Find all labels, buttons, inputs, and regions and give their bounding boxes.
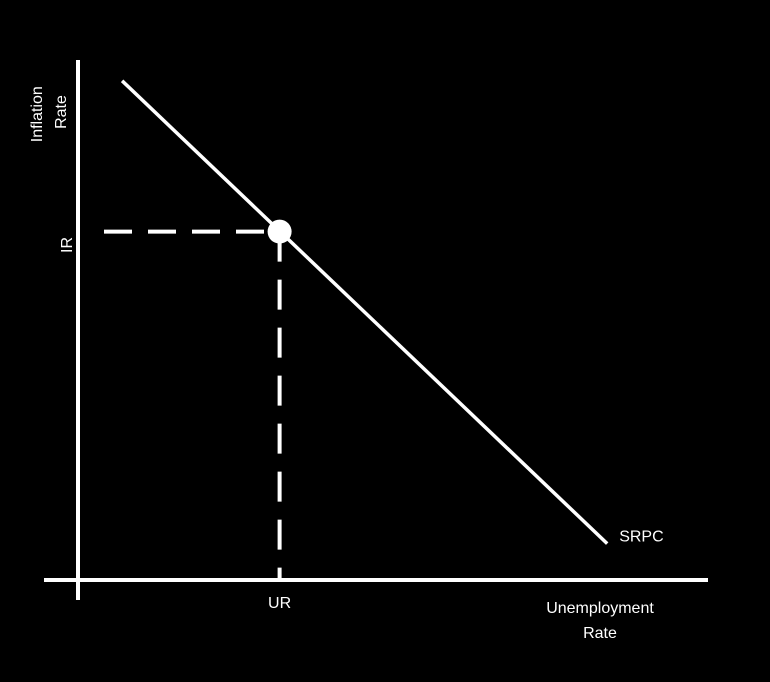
- x-axis-label-line-1: Unemployment: [546, 600, 654, 617]
- x-axis-label-line-2: Rate: [583, 625, 617, 642]
- ir-tick-label: IR: [59, 237, 76, 253]
- ur-tick-label: UR: [268, 595, 291, 612]
- y-axis-label-line-1: Inflation: [29, 86, 46, 142]
- srpc-series-line: [120, 79, 609, 545]
- equilibrium-point: [267, 219, 292, 244]
- y-axis-label-line-2: Rate: [53, 95, 70, 129]
- y-axis-label: Inflation Rate: [29, 82, 70, 143]
- srpc-series-label: SRPC: [619, 529, 663, 546]
